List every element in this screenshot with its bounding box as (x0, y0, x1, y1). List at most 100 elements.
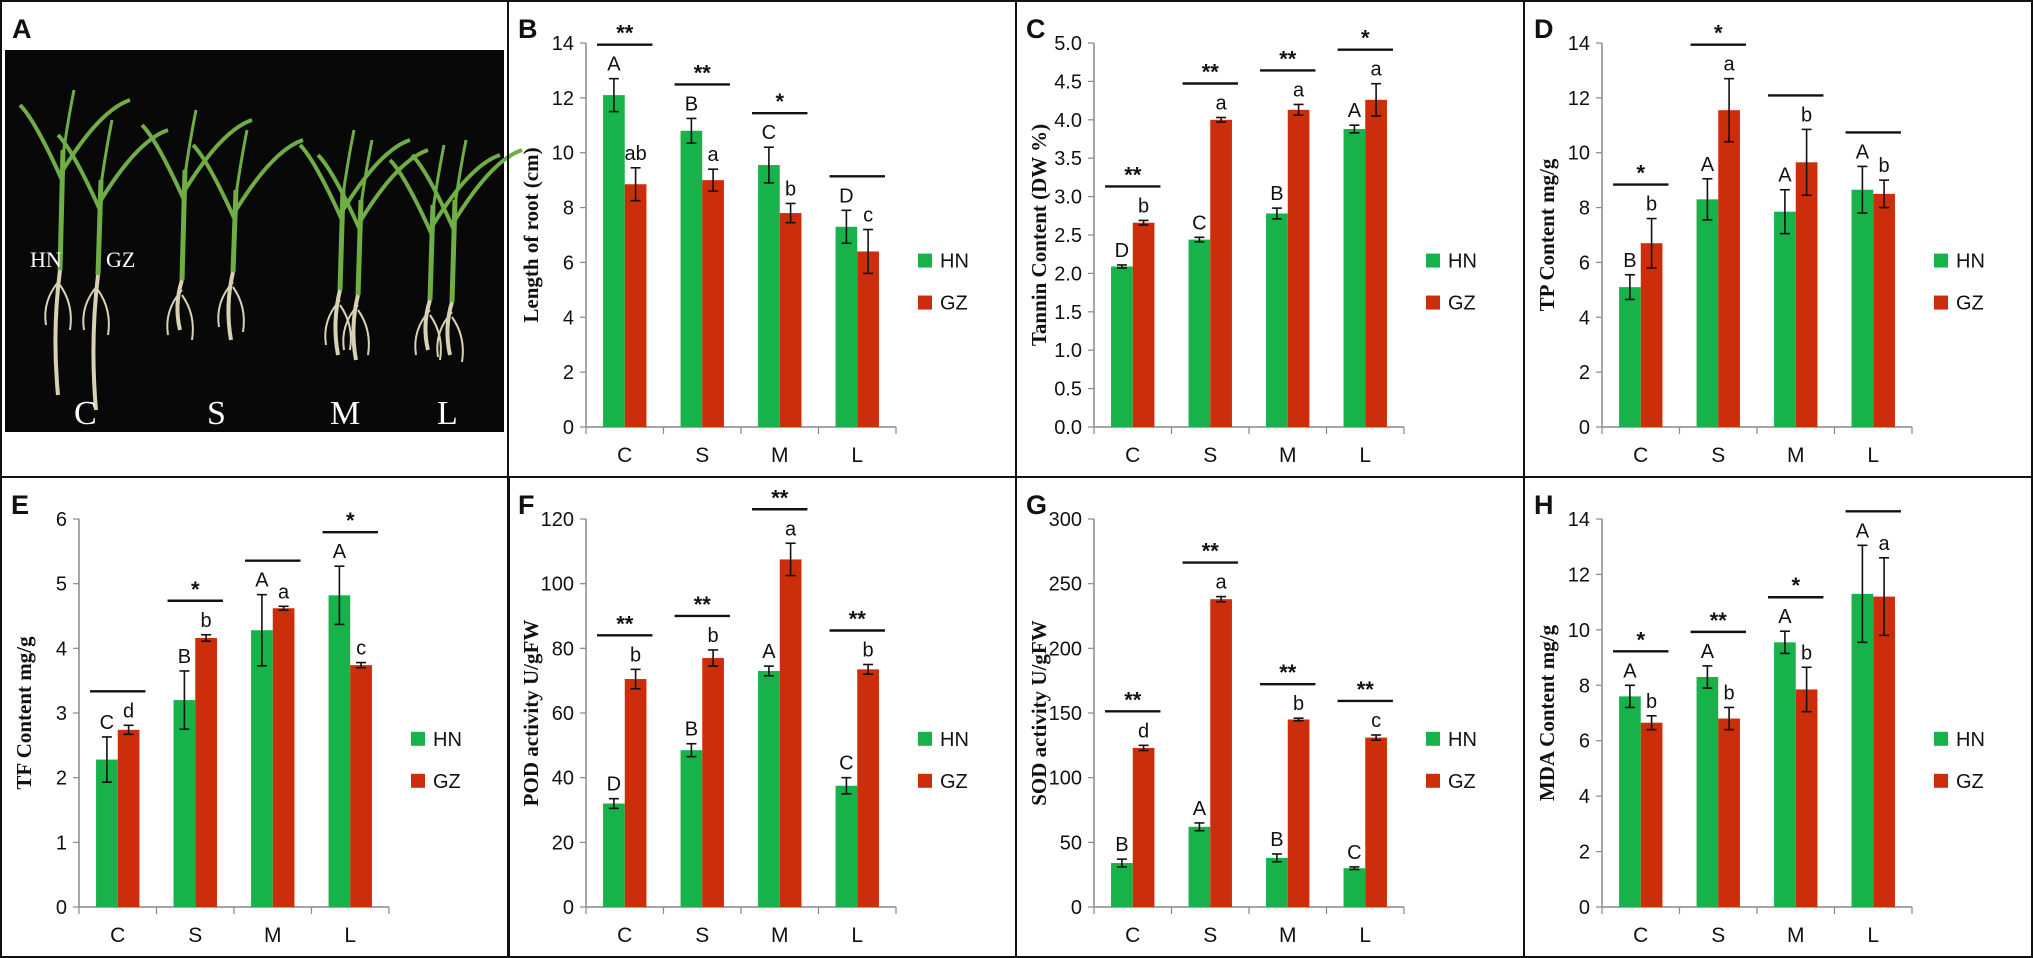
seedling-photo-background (5, 50, 504, 432)
y-tick-label: 5.0 (1054, 33, 1082, 55)
significance-label: ** (771, 485, 789, 510)
bar-hn-s (1188, 239, 1211, 427)
seedling-root (339, 304, 352, 351)
significance-label: ** (694, 60, 712, 85)
bar-letter-label: A (1701, 641, 1715, 663)
y-tick-label: 5 (56, 574, 67, 596)
x-tick-label: S (1203, 924, 1217, 947)
bar-gz-c (1132, 222, 1155, 427)
legend-label-hn: HN (940, 251, 969, 273)
seedling-stem (355, 199, 364, 296)
seedling-root (357, 309, 370, 356)
seedling-root (324, 299, 341, 346)
y-tick-label: 4.0 (1054, 110, 1082, 132)
bar-hn-s (680, 130, 703, 427)
legend-swatch-gz (1426, 773, 1440, 788)
legend-swatch-hn (1426, 731, 1440, 746)
y-tick-label: 12 (552, 88, 574, 110)
bar-letter-label: A (1856, 141, 1870, 163)
legend-swatch-hn (918, 731, 932, 746)
y-tick-label: 150 (1049, 703, 1082, 725)
y-tick-label: 0 (563, 897, 574, 919)
seedling-leaf (316, 153, 362, 231)
bar-letter-label: C (1347, 842, 1361, 864)
x-tick-label: M (771, 924, 789, 947)
legend-swatch-hn (1934, 253, 1948, 268)
x-tick-label: S (1711, 444, 1725, 467)
bar-letter-label: a (1216, 92, 1228, 114)
significance-label: ** (616, 21, 634, 46)
y-tick-label: 6 (563, 252, 574, 274)
x-tick-label: S (1203, 444, 1217, 467)
bar-letter-label: A (1623, 660, 1637, 682)
x-tick-label: M (1279, 924, 1297, 947)
significance-label: * (1361, 26, 1370, 51)
bar-gz-l (1873, 596, 1895, 907)
seedling-leaf (298, 143, 344, 221)
bar-letter-label: a (785, 518, 797, 540)
y-tick-label: 0.0 (1054, 417, 1082, 439)
bar-gz-m (1287, 719, 1310, 907)
legend-swatch-gz (1934, 773, 1948, 788)
y-axis-label: MDA Content mg/g (1535, 624, 1559, 801)
seedling-root (333, 289, 342, 356)
x-tick-label: L (1867, 924, 1879, 947)
significance-label: ** (1279, 660, 1297, 685)
y-tick-label: 250 (1049, 574, 1082, 596)
seedling-root (436, 311, 453, 358)
x-tick-label: C (617, 444, 632, 467)
seedling-root (351, 294, 360, 361)
seedling-leaf (234, 138, 304, 212)
photo-label-s: S (207, 395, 226, 432)
bar-letter-label: d (123, 700, 134, 722)
bar-letter-label: C (839, 753, 853, 775)
bar-letter-label: C (1192, 212, 1206, 234)
bar-gz-c (1132, 747, 1155, 907)
seedling-leaf (56, 133, 102, 211)
bar-letter-label: A (1778, 165, 1792, 187)
y-tick-label: 100 (1049, 768, 1082, 790)
panel-frame (1523, 476, 2033, 958)
y-tick-label: 12 (1568, 88, 1590, 110)
bar-letter-label: b (1293, 693, 1304, 715)
seedling-root (44, 279, 61, 326)
legend-swatch-hn (918, 253, 932, 268)
bar-gz-c (624, 184, 647, 427)
bar-gz-c (117, 729, 140, 907)
seedling-root (451, 316, 464, 363)
bar-hn-c (1111, 863, 1133, 907)
y-tick-label: 10 (1568, 143, 1590, 165)
bar-gz-s (1210, 119, 1232, 428)
bar-hn-c (1619, 287, 1641, 427)
significance-label: * (1636, 627, 1645, 652)
legend-label-hn: HN (1956, 251, 1985, 273)
y-tick-label: 8 (563, 198, 574, 220)
seedling-leaf (453, 148, 523, 222)
x-tick-label: L (1359, 444, 1371, 467)
y-tick-label: 8 (1579, 675, 1590, 697)
bar-letter-label: A (607, 54, 621, 76)
bar-hn-c (1619, 696, 1641, 907)
x-tick-label: M (1787, 444, 1805, 467)
x-tick-label: L (851, 444, 863, 467)
y-tick-label: 200 (1049, 638, 1082, 660)
bar-letter-label: A (762, 641, 776, 663)
significance-label: * (1791, 573, 1800, 598)
bar-hn-m (1774, 642, 1796, 907)
bar-letter-label: b (1801, 642, 1812, 664)
bar-hn-l (1343, 129, 1366, 428)
bar-letter-label: b (1646, 194, 1657, 216)
bar-hn-s (173, 700, 196, 907)
bar-letter-label: b (1801, 104, 1812, 126)
bar-hn-s (1696, 199, 1719, 427)
bar-letter-label: A (1778, 606, 1792, 628)
legend-label-gz: GZ (940, 771, 968, 793)
bar-hn-s (1696, 676, 1719, 907)
x-tick-label: M (1279, 444, 1297, 467)
significance-label: ** (694, 592, 712, 617)
chart-panel-g: G SOD activity U/gFW 0 50 100 150 200 250 300 C Bd… (1015, 476, 1525, 958)
bar-letter-label: b (785, 178, 796, 200)
y-tick-label: 2 (1579, 362, 1590, 384)
